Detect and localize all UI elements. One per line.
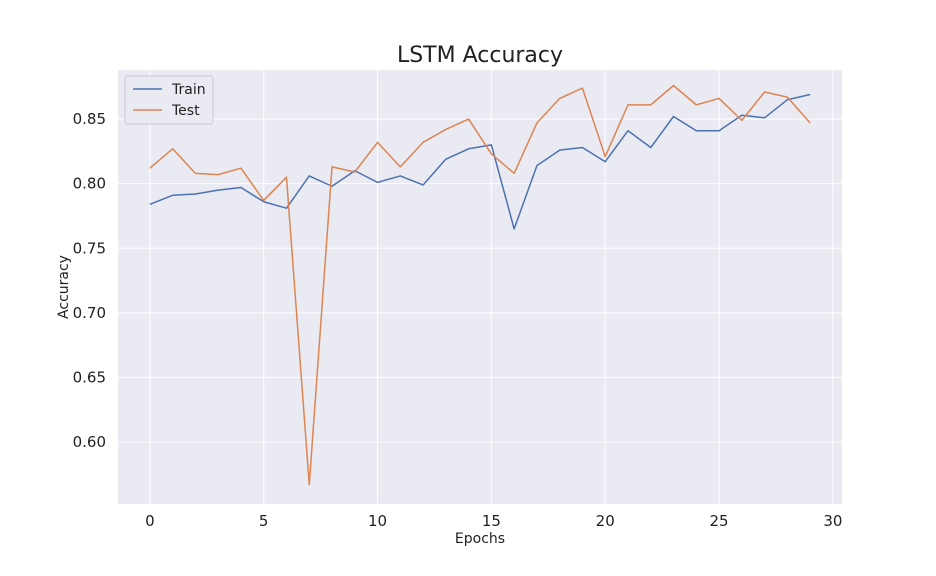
x-tick-label: 0: [145, 512, 155, 530]
y-tick-label: 0.60: [73, 433, 106, 451]
y-tick-label: 0.75: [73, 239, 106, 257]
y-tick-label: 0.70: [73, 304, 106, 322]
plot-area: [118, 70, 842, 504]
legend-box: [124, 75, 214, 125]
x-tick-label: 5: [259, 512, 269, 530]
y-tick-label: 0.80: [73, 175, 106, 193]
series-line-test: [149, 84, 811, 486]
legend-label-test: Test: [171, 103, 200, 119]
x-axis-label: Epochs: [455, 531, 505, 547]
x-tick-label: 15: [482, 512, 501, 530]
legend: Train Test: [124, 75, 214, 125]
y-axis-label: Accuracy: [56, 255, 72, 319]
chart-title: LSTM Accuracy: [397, 43, 563, 68]
x-tick-label: 25: [710, 512, 729, 530]
series-line-train: [149, 93, 811, 230]
grid: [118, 70, 842, 504]
legend-label-train: Train: [171, 82, 206, 98]
series-layer: [149, 84, 811, 486]
x-tick-label: 30: [823, 512, 842, 530]
y-tick-label: 0.65: [73, 368, 106, 386]
x-tick-label: 20: [596, 512, 615, 530]
tick-labels: 0 5 10 15 20 25 30 0.60 0.65 0.70 0.75 0.80 0.85: [73, 110, 843, 530]
x-tick-label: 10: [368, 512, 387, 530]
y-tick-label: 0.85: [73, 110, 106, 128]
